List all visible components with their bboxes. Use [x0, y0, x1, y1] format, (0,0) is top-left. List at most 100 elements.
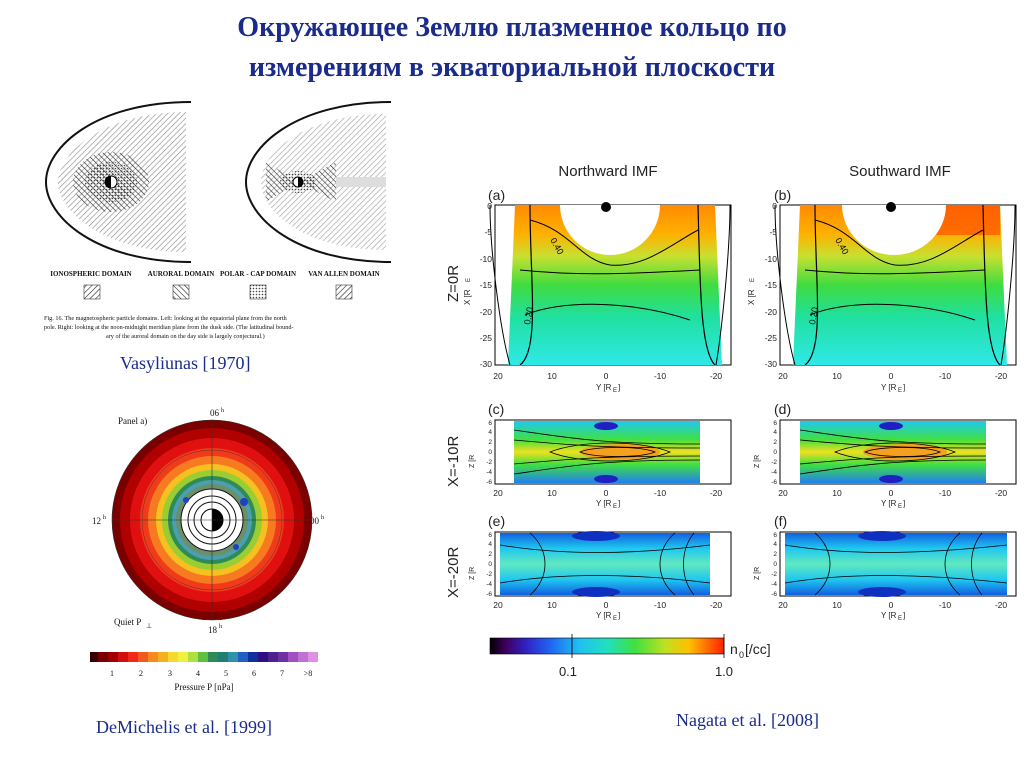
panel-c: (c): [488, 401, 732, 485]
col-title-southward: Southward IMF: [849, 163, 951, 180]
svg-text:-20: -20: [710, 488, 723, 498]
panel-label: Panel a): [118, 416, 147, 426]
svg-text:h: h: [221, 408, 224, 414]
y-ticks-row2: 20 10 0 -10 -20 20 10 0 -10 -20: [493, 488, 1007, 498]
svg-text:-25: -25: [480, 333, 493, 343]
svg-text:-20: -20: [710, 600, 723, 610]
svg-text:[/cc]: [/cc]: [745, 641, 771, 657]
svg-text:]: ]: [903, 499, 905, 508]
equatorial-plane-panel: [44, 101, 192, 263]
svg-text:4: 4: [488, 429, 492, 436]
svg-text:(b): (b): [774, 187, 791, 203]
pressure-polar-plot: [111, 419, 313, 621]
svg-text:2: 2: [773, 551, 777, 558]
svg-text:4: 4: [773, 541, 777, 548]
svg-text:20: 20: [493, 600, 503, 610]
svg-text:Y [R: Y [R: [596, 383, 612, 392]
svg-text:-10: -10: [654, 600, 667, 610]
svg-text:(c): (c): [488, 401, 504, 417]
colorbar-label: Pressure P [nPa]: [174, 682, 233, 692]
x-axis-label-b: X [R: [747, 289, 756, 305]
svg-text:-10: -10: [939, 600, 952, 610]
vasyliunas-figure: IONOSPHERIC DOMAIN AURORAL DOMAIN POLAR …: [44, 101, 392, 340]
svg-text:0: 0: [488, 561, 492, 568]
panel-e: (e): [488, 513, 732, 597]
svg-text:10: 10: [832, 600, 842, 610]
svg-text:]: ]: [618, 611, 620, 620]
svg-text:Y [R: Y [R: [596, 611, 612, 620]
svg-text:Y [R: Y [R: [881, 499, 897, 508]
svg-text:E: E: [750, 278, 756, 282]
svg-text:-4: -4: [771, 469, 777, 476]
hour-label-12: 12: [92, 516, 101, 526]
svg-text:1.0: 1.0: [715, 664, 733, 679]
caption-line-1: Fig. 16. The magnetospheric particle dom…: [44, 315, 288, 322]
pressure-colorbar: [90, 652, 318, 662]
svg-text:2: 2: [488, 439, 492, 446]
row-label-x-10: X=-10R: [445, 436, 462, 487]
svg-text:(a): (a): [488, 187, 505, 203]
y-ticks-row3: 20 10 0 -10 -20 20 10 0 -10 -20: [493, 600, 1007, 610]
demichelis-figure: Panel a) 06 h 12 h 00 h 18 h Quiet P ⊥: [90, 408, 324, 692]
cb-tick: 2: [139, 669, 143, 678]
svg-text:-15: -15: [765, 280, 778, 290]
cb-tick: 5: [224, 669, 228, 678]
svg-text:Z [R: Z [R: [469, 567, 476, 580]
svg-text:10: 10: [832, 371, 842, 381]
svg-text:10: 10: [547, 371, 557, 381]
svg-text:0: 0: [773, 561, 777, 568]
panel-b: (b) 0.40 0.20: [774, 187, 1017, 366]
svg-text:0: 0: [487, 201, 492, 211]
meridian-plane-panel: [244, 101, 392, 263]
svg-text:20: 20: [778, 488, 788, 498]
domain-legend: IONOSPHERIC DOMAIN AURORAL DOMAIN POLAR …: [50, 270, 380, 300]
title-line-2: измерениям в экваториальной плоскости: [248, 52, 776, 83]
cb-tick: >8: [304, 669, 313, 678]
row-label-x-20: X=-20R: [445, 547, 462, 598]
svg-text:0: 0: [889, 600, 894, 610]
svg-text:E: E: [613, 504, 617, 510]
cb-tick: 7: [280, 669, 284, 678]
svg-text:E: E: [466, 278, 472, 282]
svg-text:-10: -10: [654, 371, 667, 381]
nagata-figure: Northward IMF Southward IMF Z=0R X=-10R …: [445, 163, 1017, 679]
svg-text:2: 2: [773, 439, 777, 446]
svg-text:-6: -6: [486, 479, 492, 486]
svg-text:20: 20: [493, 371, 503, 381]
density-colorbar: [489, 634, 725, 658]
svg-text:-2: -2: [486, 459, 492, 466]
svg-text:h: h: [321, 515, 324, 521]
svg-text:0: 0: [889, 371, 894, 381]
svg-text:]: ]: [903, 611, 905, 620]
svg-text:-15: -15: [480, 280, 493, 290]
title-line-1: Окружающее Землю плазменное кольцо по: [237, 12, 787, 43]
svg-text:-5: -5: [769, 227, 777, 237]
svg-text:E: E: [898, 504, 902, 510]
svg-text:-6: -6: [771, 591, 777, 598]
svg-text:4: 4: [773, 429, 777, 436]
svg-text:(e): (e): [488, 513, 505, 529]
x-axis-label-a: X [R: [463, 289, 472, 305]
svg-text:0.20: 0.20: [522, 306, 535, 325]
svg-text:⊥: ⊥: [146, 622, 152, 630]
svg-text:-10: -10: [939, 488, 952, 498]
svg-text:(d): (d): [774, 401, 791, 417]
svg-text:-2: -2: [771, 571, 777, 578]
svg-text:-20: -20: [995, 371, 1008, 381]
svg-text:0: 0: [889, 488, 894, 498]
svg-text:6: 6: [488, 420, 492, 427]
svg-text:10: 10: [832, 488, 842, 498]
panel-d: (d): [774, 401, 1017, 485]
svg-text:]: ]: [618, 383, 620, 392]
svg-text:h: h: [103, 515, 106, 521]
svg-text:0: 0: [773, 449, 777, 456]
svg-text:0.1: 0.1: [559, 664, 577, 679]
svg-text:-4: -4: [486, 581, 492, 588]
svg-text:-10: -10: [765, 254, 778, 264]
panel-a: (a) 0.40 0.20: [488, 187, 732, 366]
row-label-z0: Z=0R: [445, 265, 462, 302]
page-title: Окружающее Землю плазменное кольцо по из…: [0, 8, 1024, 88]
legend-ionospheric: IONOSPHERIC DOMAIN: [50, 270, 131, 278]
density-colorbar-ticks: 0.1 1.0: [559, 664, 733, 679]
svg-text:0: 0: [772, 201, 777, 211]
